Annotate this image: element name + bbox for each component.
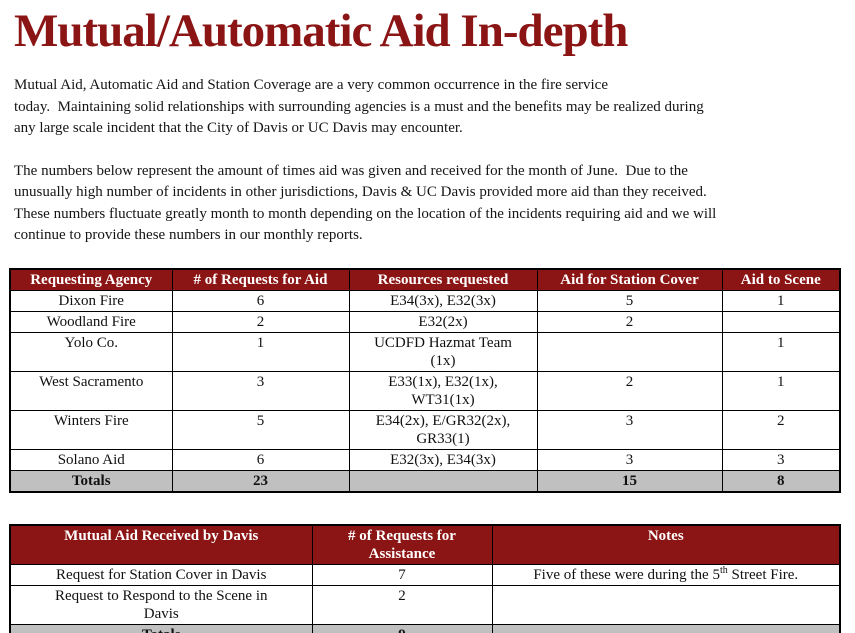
table-cell: Woodland Fire: [9, 310, 173, 333]
note-superscript: th: [719, 564, 728, 576]
table-cell-note: [491, 584, 841, 625]
table-cell: 1: [721, 370, 841, 411]
table-cell: 3: [536, 448, 723, 471]
table-cell: 2: [536, 310, 723, 333]
table-cell: 3: [171, 370, 350, 411]
totals-requests: 23: [171, 469, 350, 493]
table-cell: 2: [171, 310, 350, 333]
table-cell: E34(3x), E32(3x): [348, 289, 538, 312]
table-cell: UCDFD Hazmat Team (1x): [348, 331, 538, 372]
table-row-station-cover-request: Request for Station Cover in Davis 7 Fiv…: [9, 563, 841, 586]
table-cell: E33(1x), E32(1x), WT31(1x): [348, 370, 538, 411]
table-cell: Solano Aid: [9, 448, 173, 471]
totals-resources: [348, 469, 538, 493]
table-cell: 5: [171, 409, 350, 450]
totals-label: Totals: [9, 623, 313, 633]
table-cell: Request to Respond to the Scene in Davis: [9, 584, 313, 625]
table-row-yolo-co: Yolo Co. 1 UCDFD Hazmat Team (1x) 1: [9, 331, 841, 372]
totals-notes: [491, 623, 841, 633]
numbers-paragraph: The numbers below represent the amount o…: [14, 162, 717, 244]
aid-given-table: Requesting Agency # of Requests for Aid …: [9, 267, 841, 493]
totals-station-cover: 15: [536, 469, 723, 493]
table-cell: 2: [311, 584, 493, 625]
header-notes: Notes: [491, 524, 841, 565]
aid-received-table: Mutual Aid Received by Davis # of Reques…: [9, 523, 841, 633]
table-row-scene-request: Request to Respond to the Scene in Davis…: [9, 584, 841, 625]
table-cell-note: Five of these were during the 5th Street…: [491, 563, 841, 586]
header-mutual-aid-received: Mutual Aid Received by Davis: [9, 524, 313, 565]
table-row-totals: Totals 9: [9, 623, 841, 633]
table-row-west-sacramento: West Sacramento 3 E33(1x), E32(1x), WT31…: [9, 370, 841, 411]
table-row-totals: Totals 23 15 8: [9, 469, 841, 493]
header-resources-requested: Resources requested: [348, 268, 538, 291]
totals-to-scene: 8: [721, 469, 841, 493]
table-cell: 2: [721, 409, 841, 450]
table-cell: West Sacramento: [9, 370, 173, 411]
table-cell: 3: [721, 448, 841, 471]
table-cell: [536, 331, 723, 372]
table-cell: Request for Station Cover in Davis: [9, 563, 313, 586]
header-requesting-agency: Requesting Agency: [9, 268, 173, 291]
header-num-requests-aid: # of Requests for Aid: [171, 268, 350, 291]
table-cell: E32(3x), E34(3x): [348, 448, 538, 471]
table-cell: 6: [171, 448, 350, 471]
table-cell: 7: [311, 563, 493, 586]
table-cell: E34(2x), E/GR32(2x), GR33(1): [348, 409, 538, 450]
table-cell: 6: [171, 289, 350, 312]
intro-paragraph: Mutual Aid, Automatic Aid and Station Co…: [14, 77, 704, 137]
header-aid-station-cover: Aid for Station Cover: [536, 268, 723, 291]
note-text: Street Fire.: [727, 566, 799, 583]
table-cell: 1: [171, 331, 350, 372]
table-cell: Yolo Co.: [9, 331, 173, 372]
table-row-dixon-fire: Dixon Fire 6 E34(3x), E32(3x) 5 1: [9, 289, 841, 312]
totals-requests: 9: [311, 623, 493, 633]
page-title: Mutual/Automatic Aid In-depth: [14, 5, 628, 57]
table-cell: Winters Fire: [9, 409, 173, 450]
aid-received-header-row: Mutual Aid Received by Davis # of Reques…: [9, 524, 841, 565]
header-num-requests-assistance: # of Requests for Assistance: [311, 524, 493, 565]
table-cell: Dixon Fire: [9, 289, 173, 312]
totals-label: Totals: [9, 469, 173, 493]
table-cell: 3: [536, 409, 723, 450]
table-cell: 1: [721, 289, 841, 312]
table-row-winters-fire: Winters Fire 5 E34(2x), E/GR32(2x), GR33…: [9, 409, 841, 450]
aid-given-header-row: Requesting Agency # of Requests for Aid …: [9, 268, 841, 291]
table-row-solano-aid: Solano Aid 6 E32(3x), E34(3x) 3 3: [9, 448, 841, 471]
table-row-woodland-fire: Woodland Fire 2 E32(2x) 2: [9, 310, 841, 333]
header-aid-to-scene: Aid to Scene: [721, 268, 841, 291]
table-cell: [721, 310, 841, 333]
table-cell: 5: [536, 289, 723, 312]
note-text: Five of these were during the 5: [533, 566, 720, 583]
table-cell: 1: [721, 331, 841, 372]
table-cell: E32(2x): [348, 310, 538, 333]
table-cell: 2: [536, 370, 723, 411]
